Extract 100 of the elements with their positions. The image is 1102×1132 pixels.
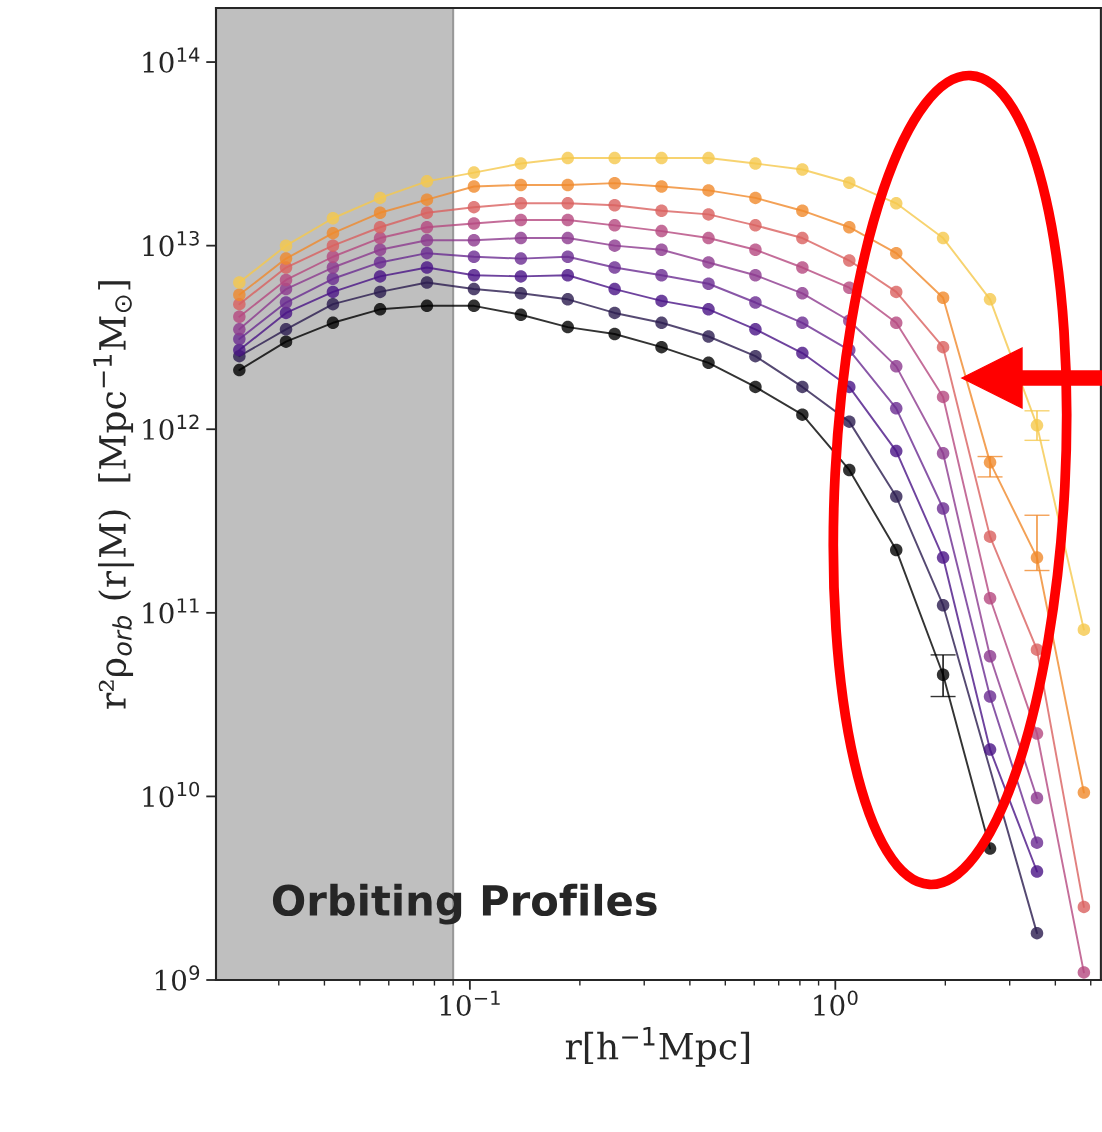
point (326, 226, 340, 240)
point (655, 243, 668, 256)
point (749, 323, 762, 336)
point (420, 193, 434, 206)
point (326, 250, 340, 263)
point (467, 234, 481, 247)
point (326, 316, 340, 330)
point (749, 157, 762, 170)
point (889, 246, 903, 260)
point (796, 261, 809, 274)
point (608, 261, 621, 274)
point (983, 743, 997, 756)
point (608, 327, 621, 341)
point (1077, 900, 1091, 914)
point (373, 231, 387, 245)
point (796, 346, 809, 360)
x-tick-label: 10$^{0}$ (814, 990, 858, 1016)
point (796, 231, 809, 245)
point (279, 335, 293, 348)
point (796, 287, 809, 300)
point (608, 239, 621, 252)
point (514, 287, 528, 300)
point (467, 268, 481, 282)
point (889, 316, 903, 330)
point (749, 268, 762, 282)
point (936, 598, 950, 612)
point (983, 530, 997, 543)
point (373, 206, 387, 220)
point (514, 157, 528, 170)
y-tick-label: 10$^{12}$ (143, 414, 199, 440)
point (936, 551, 950, 564)
point (796, 204, 809, 217)
point (420, 175, 434, 188)
point (561, 178, 575, 192)
point (702, 184, 715, 197)
point (561, 151, 575, 165)
point (326, 212, 340, 225)
point (279, 273, 293, 287)
point (749, 243, 762, 256)
point (983, 650, 997, 663)
point (983, 293, 997, 306)
point (702, 303, 715, 316)
point (983, 690, 997, 703)
point (843, 463, 856, 477)
point (702, 231, 715, 245)
point (796, 316, 809, 330)
point (702, 256, 715, 269)
point (279, 252, 293, 265)
point (279, 306, 293, 320)
point (1077, 623, 1091, 636)
y-tick-label: 10$^{9}$ (155, 965, 200, 991)
x-tick-label: 10$^{−1}$ (440, 990, 500, 1016)
point (326, 285, 340, 299)
point (420, 246, 434, 260)
annotation: Orbiting Profiles (272, 883, 657, 925)
point (326, 272, 340, 286)
point (279, 239, 293, 252)
point (467, 250, 481, 263)
point (936, 446, 950, 460)
point (608, 219, 621, 232)
point (1077, 786, 1091, 799)
point (936, 340, 950, 354)
point (514, 252, 528, 265)
point (279, 296, 293, 309)
point (1030, 836, 1044, 849)
point (702, 151, 715, 165)
point (608, 151, 621, 165)
point (608, 176, 621, 190)
point (608, 198, 621, 212)
point (514, 308, 528, 322)
point (702, 277, 715, 291)
point (796, 163, 809, 176)
point (233, 323, 246, 336)
point (561, 213, 575, 227)
point (561, 197, 575, 210)
point (420, 261, 434, 274)
point (889, 360, 903, 373)
point (233, 310, 246, 323)
point (561, 268, 575, 282)
point (420, 299, 434, 313)
point (889, 543, 903, 557)
point (796, 380, 809, 394)
point (326, 239, 340, 252)
point (467, 200, 481, 214)
point (514, 270, 528, 283)
point (1030, 926, 1044, 940)
point (655, 316, 668, 330)
y-tick-label: 10$^{14}$ (143, 47, 200, 73)
y-tick-label: 10$^{13}$ (143, 230, 199, 257)
point (561, 231, 575, 245)
point (233, 343, 246, 357)
point (889, 490, 903, 503)
point (467, 299, 481, 313)
point (843, 415, 856, 428)
point (749, 380, 762, 394)
point (843, 176, 856, 190)
point (1030, 791, 1044, 805)
point (889, 444, 903, 458)
point (233, 276, 246, 289)
point (373, 256, 387, 269)
